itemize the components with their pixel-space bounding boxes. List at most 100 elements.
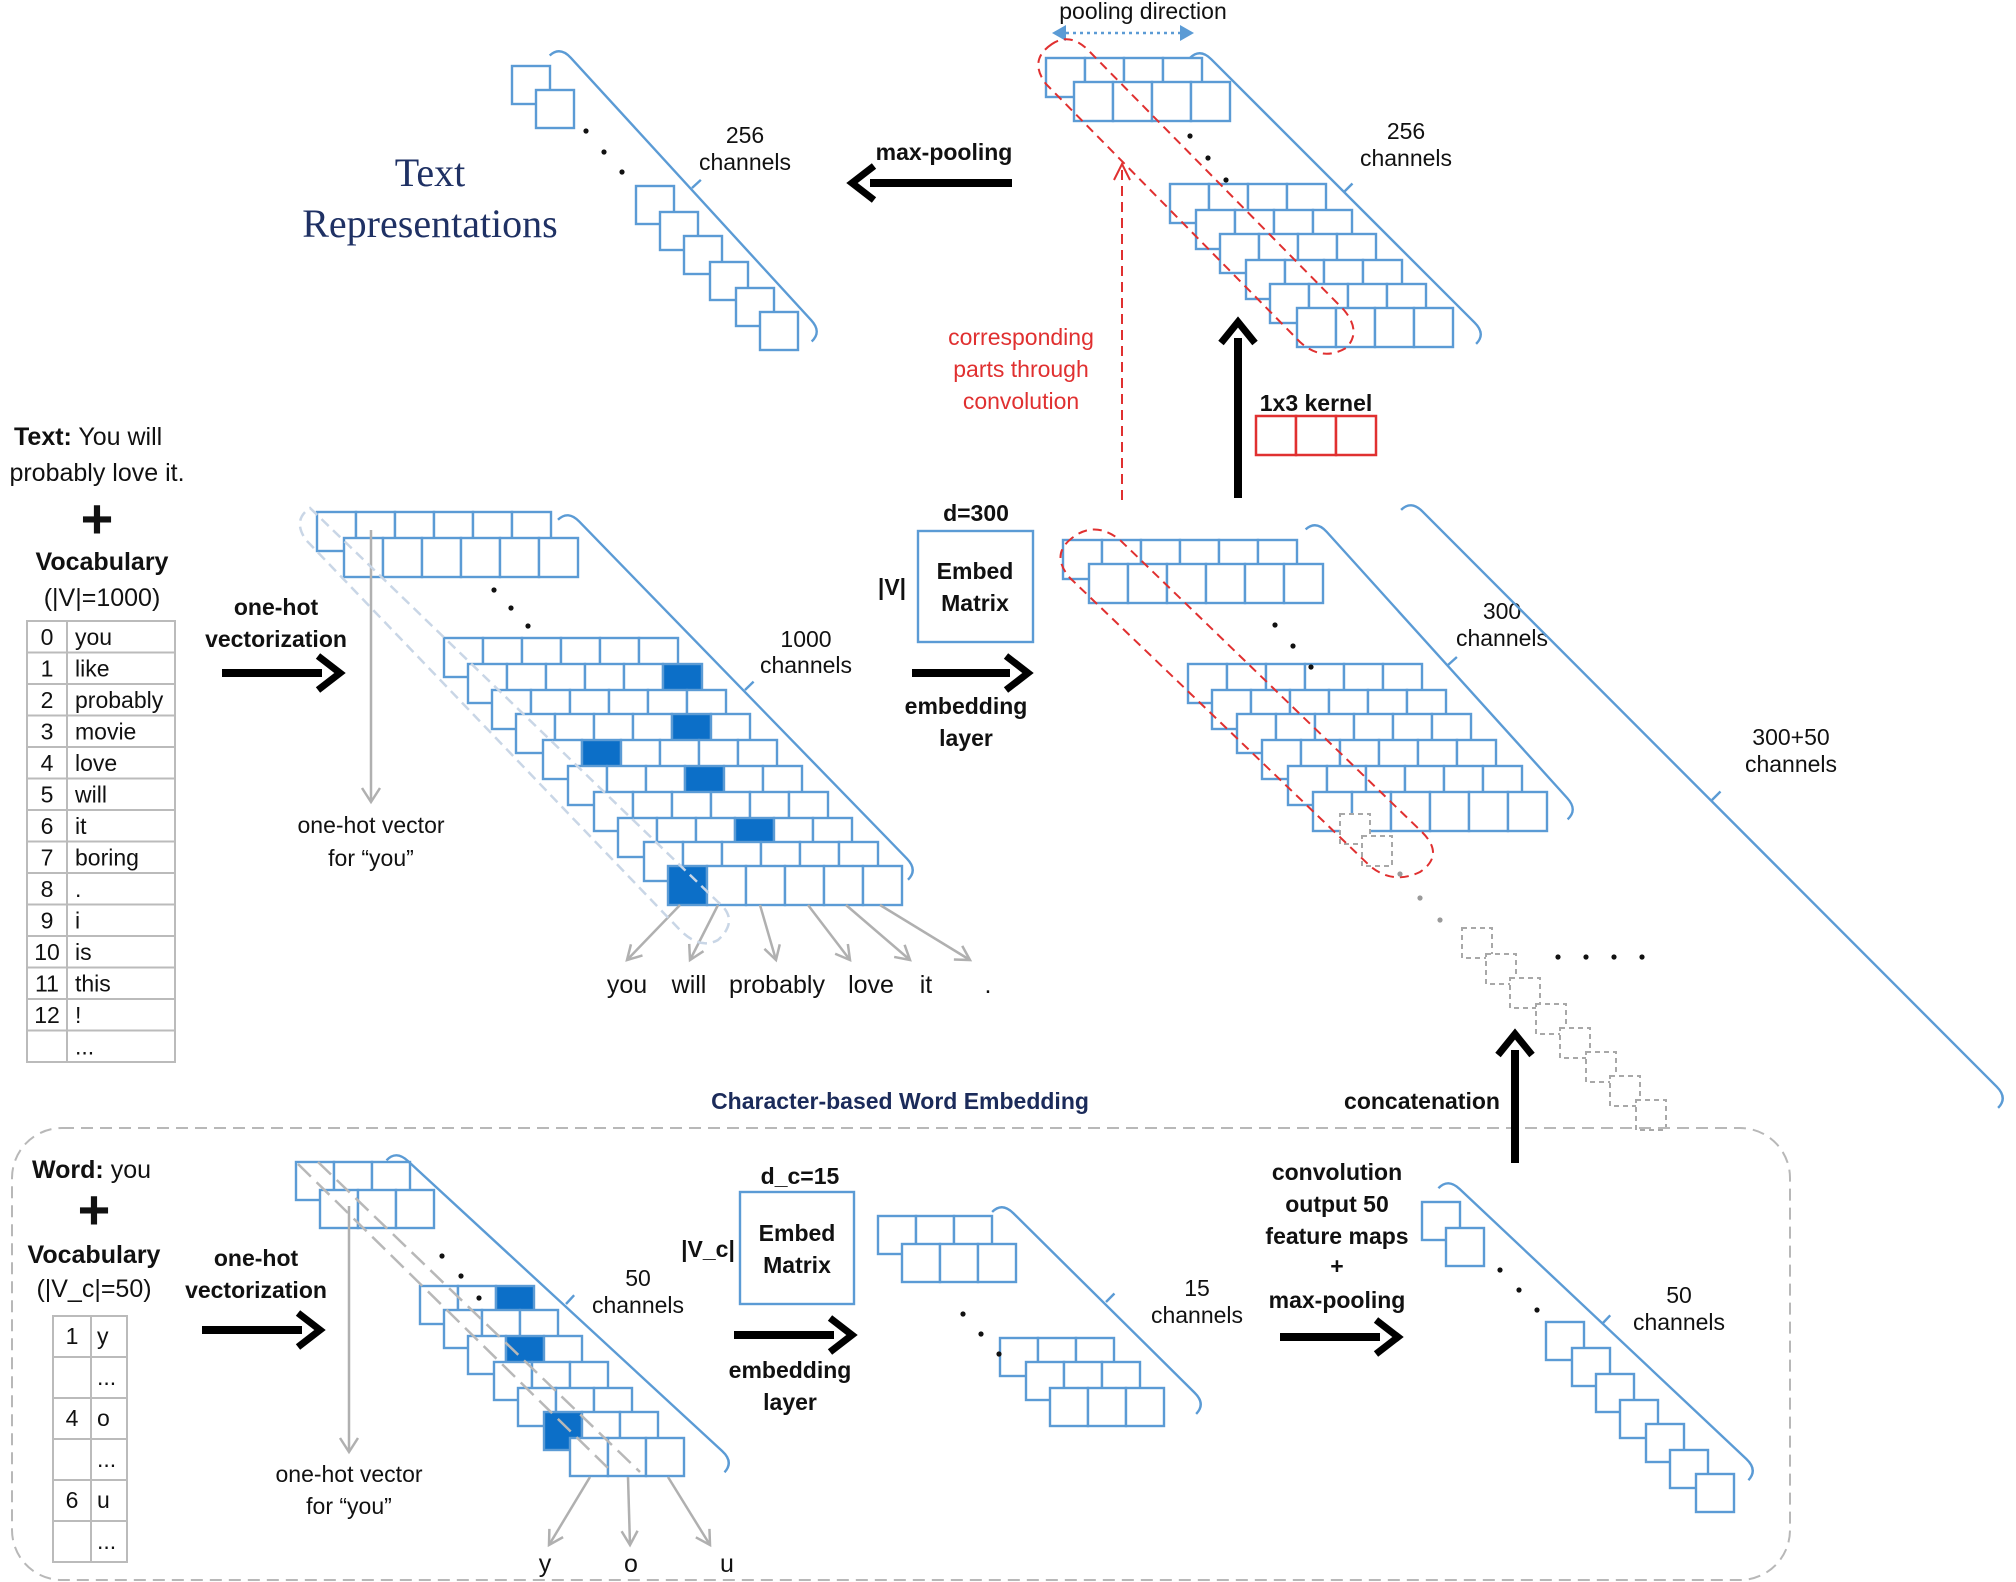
vocab-idx-cell [26,809,68,843]
conv-channels-num: 256 [1387,118,1425,144]
grid-cell [1444,1226,1486,1268]
corr-label-3: convolution [963,388,1079,414]
brace-tick [1105,1292,1116,1303]
char-vocab-label: Vocabulary [28,1241,161,1269]
channel-brace [1304,524,1574,821]
char50-word: channels [592,1292,684,1318]
grid-cell [1087,562,1130,605]
channel-brace [385,1154,730,1474]
cell-grids [294,56,1736,1514]
char-onehot-vec-1: one-hot vector [275,1461,422,1487]
conv-grid-bottom [1168,182,1455,349]
word-it: it [920,971,933,999]
char-plus: + [78,1178,111,1241]
vocab-word-cell [66,683,176,717]
word-pointer-head [893,944,912,962]
vocab-word-cell [66,777,176,811]
vocab-word-cell [66,620,176,654]
kernel-box [1254,414,1378,457]
grid-cell [1609,1075,1641,1107]
concat-gray-cells [1339,813,1667,1131]
vocab-word: it [75,813,87,839]
char-matrix-1: Embed [759,1220,836,1246]
letter-o: o [624,1550,638,1578]
char-vocab-letter: u [97,1487,110,1513]
vocab-index: 4 [41,750,54,776]
vocab-word-cell [66,809,176,843]
grid-cell [1282,562,1325,605]
vocab-word-cell [66,840,176,874]
grid-cell [822,864,865,907]
letter-pointer-head [547,1528,564,1548]
word-probably: probably [729,971,825,999]
word-pointer-head [687,943,705,963]
embed-matrix-box [916,529,1035,644]
vocab-index: 11 [35,971,59,997]
ellipsis-dot [1308,664,1314,670]
grid-cell [315,510,358,553]
conv-grid-top [1044,56,1232,123]
channels-300-num: 300 [1483,598,1521,624]
vocab-word: boring [75,845,139,871]
grid-cell [861,864,904,907]
arrow-embed-head [1003,653,1034,693]
char-vocab-letter: o [97,1405,110,1431]
corr-label-1: corresponding [948,324,1094,350]
grid-cell [1361,835,1393,867]
word-will: will [671,971,707,999]
char-vocab-index: 4 [66,1405,79,1431]
vocab-word: ! [75,1002,81,1028]
char-section: Character-based Word Embedding Word: you… [11,1028,1791,1581]
vocab-word-cell [66,1029,176,1063]
char-word-value: you [104,1156,151,1184]
char-onehot-pointer-head [338,1437,360,1455]
ellipsis-dot [1205,155,1211,161]
channels-350-num: 300+50 [1752,724,1829,750]
char-conv-2: output 50 [1285,1191,1389,1217]
onehot-label-1: one-hot [234,594,319,620]
vocab-index: 2 [41,687,54,713]
ellipsis-dot [1583,954,1589,960]
ellipsis-dot [1497,1267,1503,1273]
brace-tick [1601,1314,1612,1325]
grid-cell [568,1436,610,1478]
grid-cell [1194,208,1237,251]
char-out-top [1420,1200,1486,1268]
channel-brace [991,1206,1202,1415]
channel-brace [548,50,818,343]
channels-300-word: channels [1456,625,1548,651]
embed-layer-1: embedding [905,693,1028,719]
char-vocab-idx-cell [52,1356,92,1399]
grid-cell [634,184,676,226]
grid-cell [342,536,385,579]
grid-cell [708,260,750,302]
ellipsis-dot [978,1331,984,1337]
char-vocab-letter-cell [90,1479,128,1522]
grid-cell [1124,1386,1166,1428]
input-panel: Text: You will probably love it. + Vocab… [9,423,185,1063]
grid-cell [420,536,463,579]
vocab-word: will [74,782,107,808]
char-vocab-letter-cell [90,1397,128,1440]
grid-cell [666,864,709,907]
grid-cell [459,536,502,579]
grid-cell [1420,1200,1462,1242]
char-layer-2: layer [763,1389,817,1415]
grid-cell [1373,306,1416,349]
pooling-dir-right [1180,25,1194,41]
vocab-index: 1 [41,656,54,682]
char-section-border [11,1127,1791,1581]
grid-cell [644,1436,686,1478]
vocab-word-cell [66,935,176,969]
onehot-grid-top [315,510,580,579]
char-vocab-size: (|V_c|=50) [36,1275,151,1303]
char-vocab-idx-cell [52,1315,92,1358]
char-matrix-2: Matrix [763,1252,831,1278]
char-vocab-index: 1 [66,1323,79,1349]
char50-num: 50 [625,1265,651,1291]
channel-braces [385,50,2004,1482]
char-conv-4: + [1330,1253,1343,1279]
embed-matrix-2: Matrix [941,590,1009,616]
vocab-index: 10 [34,939,60,965]
grid-cell [976,1242,1018,1284]
